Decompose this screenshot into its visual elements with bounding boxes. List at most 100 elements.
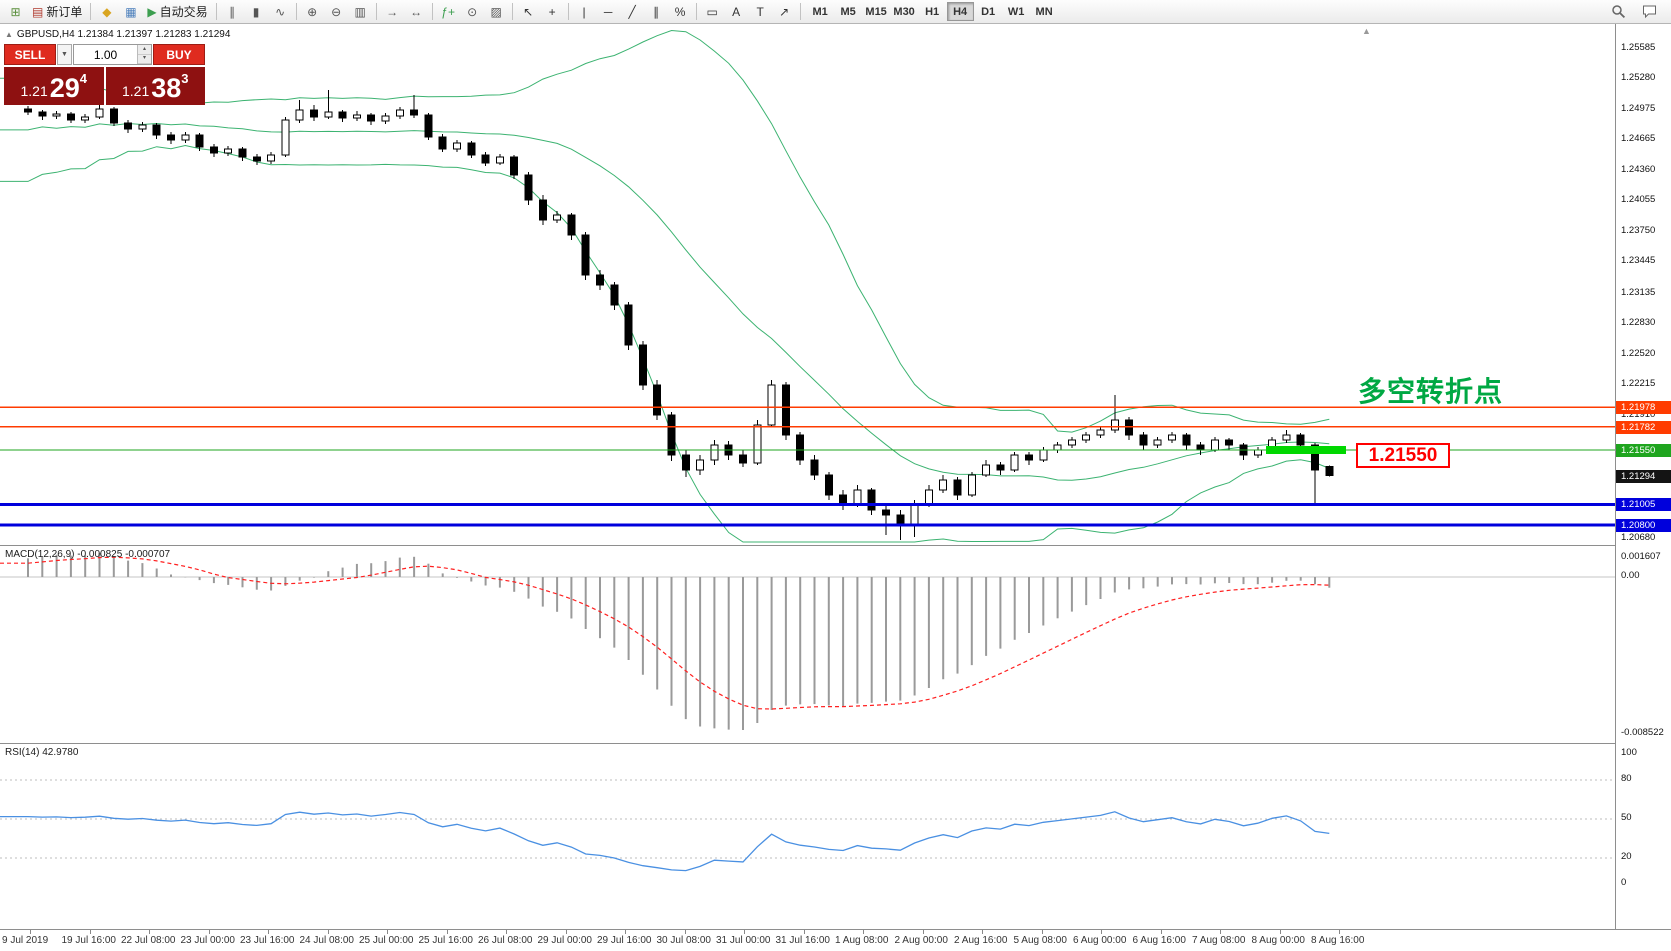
timeframe-w1[interactable]: W1 [1003, 2, 1030, 21]
chart-shift-icon[interactable]: ↔ [405, 2, 428, 22]
trendline-icon: ╱ [628, 4, 636, 19]
buy-price-display[interactable]: 1.21 38 3 [105, 67, 205, 105]
toolbar-right-group [1607, 2, 1667, 22]
crosshair-icon[interactable]: + [541, 2, 564, 22]
zoom-out-icon[interactable]: ⊖ [325, 2, 348, 22]
candlestick-chart-icon[interactable]: ▮ [245, 2, 268, 22]
price-callout-label[interactable]: 1.21550 [1356, 443, 1450, 468]
rsi-axis-tick: 0 [1621, 877, 1627, 888]
time-axis-label: 7 Aug 08:00 [1192, 935, 1246, 946]
bar-chart-icon[interactable]: ∥ [221, 2, 244, 22]
macd-histogram-layer [27, 553, 1331, 730]
time-axis-label: 22 Jul 08:00 [121, 935, 176, 946]
vertical-line-icon[interactable]: | [573, 2, 596, 22]
timeframe-h4[interactable]: H4 [946, 2, 974, 21]
templates-icon[interactable]: ▨ [485, 2, 508, 22]
tile-windows-icon: ▥ [354, 4, 366, 19]
one-click-trading-panel: SELL ▼ ▴ ▾ BUY 1.21 29 4 [4, 44, 205, 105]
price-axis-tick: 1.24665 [1621, 133, 1656, 144]
text-icon: A [732, 4, 741, 19]
panel-toggle-icon[interactable]: ▲ [5, 30, 13, 39]
time-axis-label: 24 Jul 08:00 [299, 935, 355, 946]
line-chart-icon[interactable]: ∿ [269, 2, 292, 22]
text-label-icon[interactable]: T [749, 2, 772, 22]
price-chart-canvas[interactable] [0, 24, 1615, 545]
timeframe-h1[interactable]: H1 [919, 2, 946, 21]
timeframe-mn[interactable]: MN [1031, 2, 1058, 21]
channel-icon[interactable]: ∥ [645, 2, 668, 22]
price-chart-panel: ▲ GBPUSD,H4 1.21384 1.21397 1.21283 1.21… [0, 24, 1615, 545]
macd-indicator-panel: MACD(12,26,9) -0.000825 -0.000707 [0, 545, 1615, 743]
timeframe-d1[interactable]: D1 [975, 2, 1002, 21]
price-axis-tick: 1.20680 [1621, 532, 1656, 543]
timeframe-m5[interactable]: M5 [835, 2, 862, 21]
volume-down-button[interactable]: ▾ [138, 54, 151, 64]
bollinger-bands-layer [0, 29, 1330, 543]
volume-up-button[interactable]: ▴ [138, 45, 151, 55]
chart-shift-icon: ↔ [410, 4, 423, 19]
cursor-icon[interactable]: ↖ [517, 2, 540, 22]
price-axis-tick: 1.22520 [1621, 348, 1656, 359]
time-axis-label: 25 Jul 16:00 [418, 935, 474, 946]
sell-button[interactable]: SELL [4, 44, 56, 65]
tile-windows-icon[interactable]: ▥ [349, 2, 372, 22]
timeframe-group: M1 M5 M15 M30 H1 H4 D1 W1 MN [807, 2, 1058, 21]
time-axis-tick [1279, 930, 1281, 934]
order-options-dropdown[interactable]: ▼ [57, 44, 72, 65]
templates-icon: ▨ [490, 4, 502, 19]
rsi-canvas[interactable] [0, 744, 1615, 929]
timeframe-m30[interactable]: M30 [891, 2, 918, 21]
periods-icon[interactable]: ⊙ [461, 2, 484, 22]
price-axis-tick: 1.23445 [1621, 255, 1656, 266]
chat-icon[interactable] [1638, 2, 1661, 22]
market-watch-icon[interactable]: ▦ [119, 2, 142, 22]
autotrading-button[interactable]: ▶ 自动交易 [143, 2, 211, 22]
buy-button[interactable]: BUY [153, 44, 205, 65]
price-axis[interactable]: 1.25585 1.25280 1.24975 1.24665 1.24360 1.240… [1615, 24, 1671, 929]
price-axis-tick: 1.21910 [1621, 409, 1656, 420]
rsi-axis-tick: 100 [1621, 747, 1637, 758]
price-level-badge: 1.20800 [1616, 519, 1671, 532]
horizontal-line-icon[interactable]: ─ [597, 2, 620, 22]
time-axis-label: 30 Jul 08:00 [656, 935, 712, 946]
metaeditor-icon: ◆ [102, 4, 112, 19]
sell-price-pips: 29 [49, 73, 80, 103]
scroll-anchor-icon[interactable]: ▲ [1362, 26, 1371, 36]
fibonacci-icon[interactable]: % [669, 2, 692, 22]
time-axis-tick [1101, 930, 1102, 934]
time-axis-tick [149, 930, 150, 934]
timeframe-m1[interactable]: M1 [807, 2, 834, 21]
time-axis-label: 26 Jul 08:00 [478, 935, 533, 946]
text-label-icon: T [756, 4, 764, 19]
time-axis-label: 2 Aug 00:00 [894, 935, 948, 946]
toolbar-separator [375, 3, 377, 20]
time-axis-label: 31 Jul 00:00 [716, 935, 771, 946]
price-level-badge: 1.21005 [1616, 498, 1671, 511]
time-axis-label: 1 Aug 08:00 [835, 935, 889, 946]
macd-canvas[interactable] [0, 546, 1615, 743]
text-icon[interactable]: A [725, 2, 748, 22]
indicators-icon[interactable]: ƒ+ [437, 2, 460, 22]
new-order-button[interactable]: ▤ 新订单 [28, 2, 86, 22]
auto-scroll-icon[interactable]: → [381, 2, 404, 22]
shapes-icon[interactable]: ▭ [701, 2, 724, 22]
time-axis[interactable]: 9 Jul 2019 19 Jul 16:00 22 Jul 08:00 23 Jul… [0, 929, 1671, 951]
search-icon[interactable] [1607, 2, 1630, 22]
time-axis-tick [1339, 930, 1340, 934]
price-axis-tick: 1.25280 [1621, 72, 1656, 83]
trendline-icon[interactable]: ╱ [621, 2, 644, 22]
macd-axis-tick: 0.00 [1621, 570, 1640, 581]
zoom-in-icon[interactable]: ⊕ [301, 2, 324, 22]
volume-input[interactable] [74, 45, 137, 64]
time-axis-tick [387, 930, 388, 934]
time-axis-label: 6 Aug 00:00 [1073, 935, 1127, 946]
sell-price-display[interactable]: 1.21 29 4 [4, 67, 104, 105]
rsi-label: RSI(14) 42.9780 [5, 747, 79, 758]
metaeditor-icon[interactable]: ◆ [95, 2, 118, 22]
arrows-icon[interactable]: ↗ [773, 2, 796, 22]
cursor-icon: ↖ [523, 4, 534, 19]
time-axis-label: 23 Jul 00:00 [180, 935, 236, 946]
rsi-axis-tick: 20 [1621, 851, 1632, 862]
timeframe-m15[interactable]: M15 [863, 2, 890, 21]
new-chart-icon[interactable]: ⊞ [4, 2, 27, 22]
